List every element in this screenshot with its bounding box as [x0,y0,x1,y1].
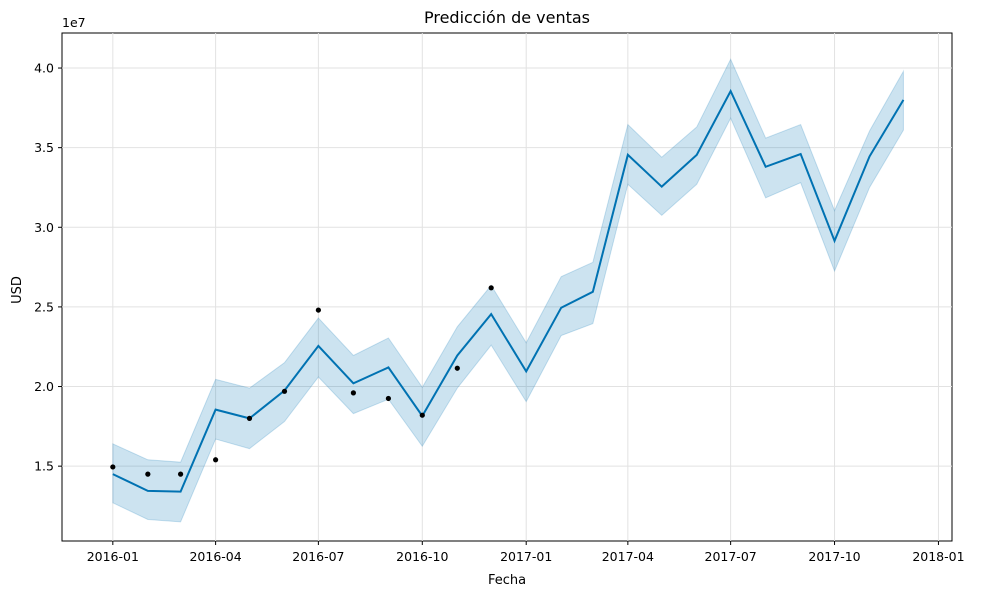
uncertainty-band [112,58,904,523]
y-tick-label: 2.0 [34,379,54,394]
x-tick-label: 2016-07 [292,549,344,564]
actual-data-point [213,457,219,463]
actual-data-point [385,395,392,402]
x-tick-label: 2016-10 [396,549,448,564]
y-tick-label: 2.5 [34,299,54,314]
x-tick-label: 2017-04 [602,549,654,564]
y-tick-label: 3.0 [34,220,54,235]
y-axis-ticks: 1.5 2.0 2.5 3.0 3.5 4.0 [34,61,62,474]
x-tick-label: 2017-07 [705,549,757,564]
actual-points [110,285,494,477]
x-tick-label: 2017-10 [808,549,860,564]
actual-data-point [419,412,425,418]
forecast-line-group [112,88,905,493]
plot-frame [61,32,953,542]
y-tick-label: 1.5 [34,459,54,474]
x-axis-label: Fecha [488,573,526,588]
y-tick-label: 3.5 [34,140,54,155]
y-axis-label: USD [10,276,25,304]
actual-data-point [246,415,253,421]
x-axis-ticks: 2016-01 2016-04 2016-07 2016-10 2017-01 2017-… [87,541,965,564]
actual-data-point [281,388,288,394]
x-tick-label: 2016-04 [189,549,241,564]
actual-data-point [177,471,184,477]
uncertainty-interval [112,58,904,523]
forecast-line [112,88,905,493]
x-tick-label: 2016-01 [87,549,139,564]
x-tick-label: 2017-01 [500,549,552,564]
actual-data-point [350,390,356,396]
chart-title: Predicción de ventas [424,8,590,27]
gridlines [62,33,952,541]
actual-data-point [454,365,460,371]
x-tick-label: 2018-01 [912,549,964,564]
y-tick-label: 4.0 [34,61,54,76]
actual-data-point [315,307,321,313]
actual-data-point [488,285,494,291]
y-axis-multiplier: 1e7 [62,15,86,30]
actual-data-point [145,471,151,477]
actual-data-point [110,464,116,470]
